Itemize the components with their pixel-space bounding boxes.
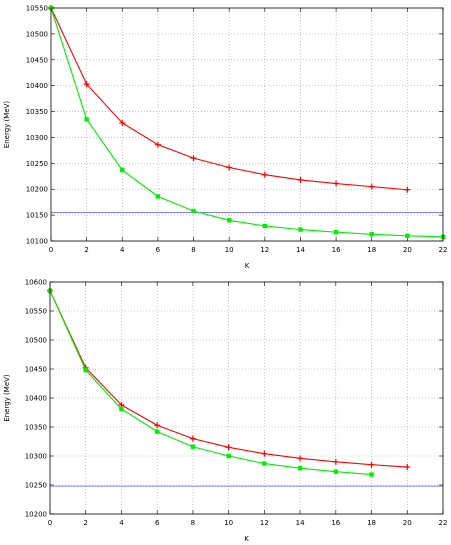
chart-2-y-tick-label-5: 10450 [25,366,47,374]
chart-2-series-2-point-9 [369,472,374,477]
chart-1-series-2-line [50,7,444,238]
chart-1-y-tick-label-2: 10200 [26,186,48,194]
chart-2-x-tick-label-2: 4 [119,519,124,527]
chart-2-series-1-point-10 [404,464,411,471]
chart-1-y-tick-label-8: 10500 [26,30,48,38]
chart-1-series-1-point-4 [190,155,197,162]
chart-1-x-tick-label-6: 12 [260,246,269,254]
chart-1-series-2-point-3 [155,194,161,199]
chart-1-y-tick-label-4: 10300 [26,134,48,142]
chart-1-y-tick-label-6: 10400 [26,82,48,90]
chart-1-y-tick-label-7: 10450 [26,56,48,64]
chart-2-x-tick-label-6: 12 [260,519,269,527]
chart-1-x-tick-label-4: 8 [191,246,195,254]
chart-2-x-tick-label-0: 0 [48,519,52,527]
chart-2-series-2-line [49,290,372,476]
chart-1-series-2-point-8 [333,229,339,235]
chart-1-x-tick-label-1: 2 [84,246,88,254]
chart-1-y-tick-label-1: 10150 [26,212,48,220]
chart-2-x-tick-label-10: 20 [403,519,412,527]
chart-2-series-1-point-8 [332,458,339,465]
chart-1-series-2-point-5 [226,218,232,223]
chart-2-plot-area [50,282,443,514]
chart-2-x-tick-label-11: 22 [439,519,448,527]
chart-2-series-1-point-5 [225,444,232,451]
chart-2-y-tick-label-4: 10400 [25,395,47,403]
chart-1-series-2-point-9 [369,232,374,237]
chart-2-series-1-point-3 [154,422,161,429]
chart-2-x-tick-label-8: 16 [331,519,340,527]
chart-2-series-1-point-6 [261,450,268,457]
chart-2-x-tick-label-5: 10 [224,519,233,527]
chart-1-series-1-point-8 [333,180,340,187]
chart-2-x-tick-label-9: 18 [367,519,376,527]
chart-2-y-tick-label-7: 10550 [25,308,47,316]
chart-1-x-axis-label: K [245,262,250,270]
chart-2-y-tick-label-3: 10350 [25,424,47,432]
chart-1-x-tick-label-3: 6 [156,246,161,254]
chart-1-series-1-point-1 [83,81,90,88]
chart-1-series-2-point-1 [84,117,89,122]
chart-1-series-1-point-10 [404,186,411,193]
chart-1-series-1-point-5 [226,164,233,171]
chart-1-x-tick-label-2: 4 [120,246,125,254]
chart-1-series-1-point-7 [297,176,304,183]
chart-1-y-tick-label-9: 10550 [26,5,48,13]
chart-1-x-tick-label-9: 18 [367,246,376,254]
chart-2-y-tick-label-6: 10500 [25,337,47,345]
chart-1-plot-area [51,8,443,241]
chart-1-series-2-point-6 [262,223,268,229]
chart-1-x-tick-label-7: 14 [296,246,305,254]
chart-1-series-2-point-4 [191,208,196,214]
chart-2-series-2-point-1 [83,367,88,373]
chart-2-series-2-point-7 [297,465,303,471]
chart-2-x-tick-label-1: 2 [83,519,87,527]
chart-2-y-tick-label-0: 10200 [25,511,47,519]
chart-2-series-2-point-6 [262,461,267,466]
chart-1-series-1-point-3 [154,141,161,148]
chart-2-series-1-point-7 [297,455,304,462]
chart-1-x-tick-label-5: 10 [225,246,234,254]
chart-1-y-tick-label-3: 10250 [26,160,48,168]
chart-2-y-axis-label: Energy (MeV) [3,374,11,422]
chart-1-series-1-point-2 [119,119,126,126]
chart-2-y-tick-label-2: 10300 [25,453,47,461]
chart-1-x-tick-label-11: 22 [439,246,448,254]
chart-2-x-tick-label-7: 14 [296,519,305,527]
chart-1-plot-frame [50,7,444,242]
chart-2-y-tick-label-8: 10600 [25,279,47,287]
chart-2-series-1-point-9 [368,461,375,468]
chart-2-plot-frame [49,281,444,515]
chart-1-y-tick-label-5: 10350 [26,108,48,116]
chart-2-series-1-point-4 [189,435,196,442]
chart-2-x-tick-label-4: 8 [191,519,195,527]
chart-2-series-2-point-2 [119,406,124,412]
chart-1-series-1-point-6 [261,171,268,178]
chart-1-x-tick-label-8: 16 [332,246,341,254]
chart-1-x-tick-label-0: 0 [49,246,53,254]
chart-1-x-tick-label-10: 20 [403,246,412,254]
chart-2-series-2-point-5 [226,453,231,459]
chart-1-series-2-point-10 [405,233,410,239]
chart-2-series-2-point-4 [190,444,196,449]
chart-2-x-tick-label-3: 6 [155,519,160,527]
chart-2-series-2-point-8 [333,469,339,474]
chart-2-x-axis-label: K [244,535,249,543]
chart-2-series-2-point-3 [154,429,160,434]
chart-1-series-2-point-2 [120,167,125,173]
chart-1-series-2-point-7 [298,227,303,232]
chart-2-y-tick-label-1: 10250 [25,482,47,490]
chart-1-series-1-point-9 [368,183,375,190]
chart-1-y-tick-label-0: 10100 [26,238,48,246]
chart-1-y-axis-label: Energy (MeV) [3,101,11,149]
